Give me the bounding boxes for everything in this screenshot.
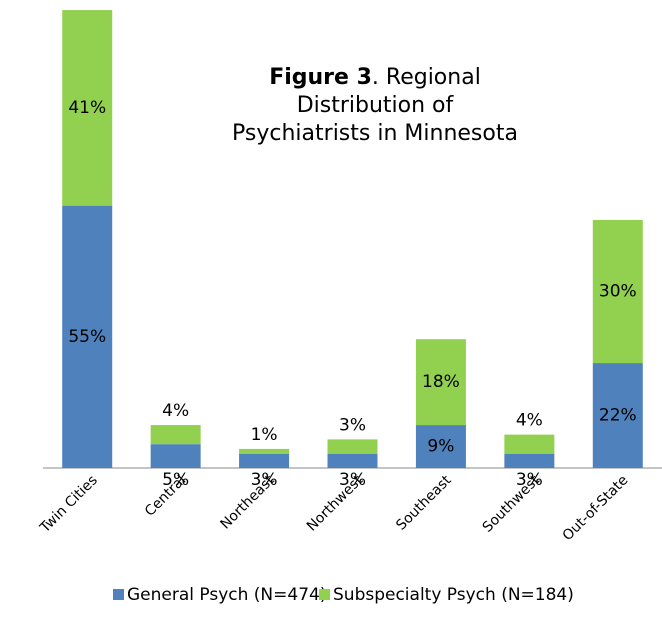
- x-tick-label: Southwest: [480, 472, 544, 536]
- data-label: 4%: [516, 411, 543, 431]
- data-label: 55%: [68, 327, 106, 347]
- data-label: 1%: [251, 425, 278, 445]
- bar-segment: [62, 10, 113, 206]
- title-text: . Regional Distribution of Psychiatrists…: [232, 65, 518, 146]
- chart-title: Figure 3. Regional Distribution of Psych…: [225, 64, 525, 148]
- bar-segment: [150, 444, 201, 468]
- bar-segment: [150, 425, 201, 445]
- x-tick-label: Northwest: [304, 472, 367, 535]
- data-label: 3%: [339, 470, 366, 490]
- data-label: 3%: [516, 470, 543, 490]
- data-label: 4%: [162, 401, 189, 421]
- legend-label: General Psych (N=474): [127, 585, 326, 605]
- data-label: 22%: [599, 406, 637, 426]
- x-tick-label: Northeast: [218, 472, 279, 533]
- data-label: 18%: [422, 372, 460, 392]
- bar-segment: [62, 205, 113, 468]
- bar-segment: [592, 219, 643, 364]
- title-bold: Figure 3: [269, 65, 372, 90]
- bar-segment: [327, 453, 378, 468]
- bar-segment: [327, 439, 378, 454]
- legend-swatch: [319, 589, 330, 600]
- data-label: 5%: [162, 470, 189, 490]
- data-label: 30%: [599, 282, 637, 302]
- data-label: 9%: [427, 437, 454, 457]
- bar-segment: [504, 453, 555, 468]
- bar-segment: [239, 448, 290, 454]
- legend-label: Subspecialty Psych (N=184): [333, 585, 574, 605]
- bar-segment: [504, 434, 555, 454]
- bar-segment: [592, 363, 643, 468]
- data-label: 3%: [251, 470, 278, 490]
- bar-segment: [415, 339, 466, 426]
- data-label: 3%: [339, 415, 366, 435]
- legend-swatch: [113, 589, 124, 600]
- bar-segment: [239, 453, 290, 468]
- bar-segment: [415, 425, 466, 468]
- x-tick-label: Southeast: [393, 472, 455, 534]
- data-label: 41%: [68, 98, 106, 118]
- x-tick-label: Twin Cities: [37, 472, 101, 536]
- x-tick-label: Out-of-State: [560, 472, 632, 544]
